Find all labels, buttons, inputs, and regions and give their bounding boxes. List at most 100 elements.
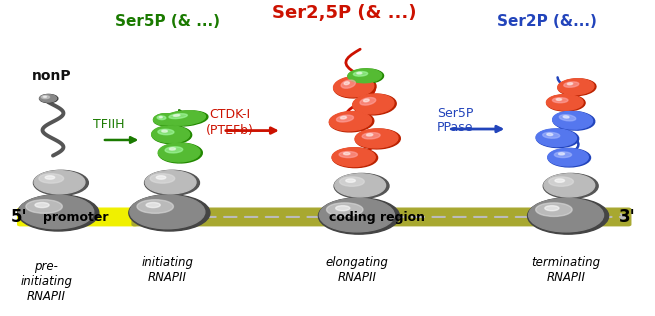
- Ellipse shape: [159, 143, 202, 163]
- Ellipse shape: [39, 174, 64, 183]
- FancyBboxPatch shape: [132, 208, 631, 226]
- Text: elongating
RNAPII: elongating RNAPII: [326, 256, 388, 284]
- Ellipse shape: [549, 177, 574, 186]
- Ellipse shape: [157, 176, 166, 179]
- Ellipse shape: [362, 133, 380, 139]
- Text: (PTEFb): (PTEFb): [206, 124, 253, 137]
- Ellipse shape: [130, 195, 205, 229]
- Ellipse shape: [348, 69, 382, 83]
- Ellipse shape: [548, 149, 591, 167]
- Ellipse shape: [547, 95, 585, 111]
- Ellipse shape: [174, 114, 180, 116]
- Ellipse shape: [552, 98, 568, 103]
- Ellipse shape: [329, 112, 371, 131]
- Ellipse shape: [152, 126, 189, 143]
- Ellipse shape: [339, 177, 364, 186]
- Ellipse shape: [162, 111, 206, 125]
- Ellipse shape: [19, 195, 94, 229]
- Ellipse shape: [35, 203, 49, 208]
- Ellipse shape: [33, 170, 88, 195]
- Text: PPase: PPase: [437, 121, 473, 134]
- Ellipse shape: [546, 94, 583, 110]
- Ellipse shape: [536, 129, 578, 148]
- Ellipse shape: [320, 198, 394, 232]
- Ellipse shape: [352, 94, 394, 114]
- Ellipse shape: [40, 94, 57, 102]
- Ellipse shape: [43, 96, 47, 97]
- Ellipse shape: [558, 79, 596, 95]
- Ellipse shape: [543, 173, 598, 198]
- Ellipse shape: [366, 134, 373, 136]
- Text: terminating
RNAPII: terminating RNAPII: [531, 256, 601, 284]
- Ellipse shape: [170, 148, 176, 150]
- Ellipse shape: [162, 130, 168, 132]
- Text: promoter: promoter: [43, 211, 109, 224]
- Ellipse shape: [335, 206, 350, 211]
- Ellipse shape: [334, 77, 376, 98]
- Ellipse shape: [353, 94, 396, 115]
- Ellipse shape: [159, 117, 162, 118]
- Text: 3': 3': [619, 208, 636, 226]
- Ellipse shape: [327, 203, 363, 216]
- Ellipse shape: [544, 174, 595, 197]
- Text: nonP: nonP: [32, 69, 71, 83]
- Ellipse shape: [341, 116, 346, 119]
- Ellipse shape: [333, 77, 374, 97]
- Ellipse shape: [18, 195, 99, 231]
- Ellipse shape: [332, 148, 375, 167]
- Ellipse shape: [343, 152, 350, 155]
- Ellipse shape: [157, 116, 166, 119]
- Text: Ser5P (& ...): Ser5P (& ...): [115, 14, 220, 28]
- Ellipse shape: [150, 174, 175, 183]
- Ellipse shape: [339, 151, 358, 158]
- Ellipse shape: [341, 80, 356, 88]
- Text: TFIIH: TFIIH: [93, 118, 124, 131]
- Text: Ser2,5P (& ...): Ser2,5P (& ...): [272, 4, 416, 22]
- Ellipse shape: [145, 170, 200, 195]
- Ellipse shape: [360, 98, 376, 105]
- Ellipse shape: [329, 112, 374, 132]
- Ellipse shape: [41, 96, 50, 99]
- Ellipse shape: [145, 171, 196, 194]
- Ellipse shape: [153, 114, 176, 125]
- Ellipse shape: [26, 200, 62, 213]
- Ellipse shape: [529, 198, 603, 232]
- Ellipse shape: [559, 115, 576, 121]
- Text: Ser5P: Ser5P: [437, 106, 473, 120]
- Ellipse shape: [547, 133, 553, 136]
- Ellipse shape: [346, 179, 356, 182]
- Ellipse shape: [564, 82, 579, 87]
- Ellipse shape: [545, 206, 559, 211]
- Ellipse shape: [45, 176, 55, 179]
- Ellipse shape: [536, 203, 572, 216]
- Ellipse shape: [357, 72, 362, 74]
- Ellipse shape: [153, 114, 175, 125]
- Ellipse shape: [554, 152, 572, 158]
- Ellipse shape: [563, 116, 569, 118]
- Text: coding region: coding region: [329, 211, 424, 224]
- Ellipse shape: [332, 148, 377, 167]
- Ellipse shape: [39, 94, 58, 103]
- Ellipse shape: [129, 195, 210, 231]
- Text: pre-
initiating
RNAPII: pre- initiating RNAPII: [20, 260, 73, 303]
- Text: initiating
RNAPII: initiating RNAPII: [141, 256, 193, 284]
- Ellipse shape: [146, 203, 160, 208]
- Ellipse shape: [536, 129, 576, 147]
- Ellipse shape: [553, 111, 593, 129]
- Ellipse shape: [162, 111, 208, 126]
- Ellipse shape: [556, 99, 561, 100]
- Ellipse shape: [169, 114, 187, 118]
- Ellipse shape: [34, 171, 85, 194]
- Ellipse shape: [348, 69, 384, 83]
- FancyBboxPatch shape: [18, 208, 138, 226]
- Ellipse shape: [344, 82, 349, 85]
- Ellipse shape: [152, 126, 192, 144]
- Text: Ser2P (&...): Ser2P (&...): [496, 14, 597, 28]
- Ellipse shape: [355, 129, 400, 149]
- Ellipse shape: [364, 99, 369, 102]
- Ellipse shape: [559, 153, 565, 155]
- Ellipse shape: [165, 147, 183, 153]
- Ellipse shape: [158, 129, 174, 135]
- Ellipse shape: [337, 115, 354, 122]
- Ellipse shape: [567, 83, 572, 85]
